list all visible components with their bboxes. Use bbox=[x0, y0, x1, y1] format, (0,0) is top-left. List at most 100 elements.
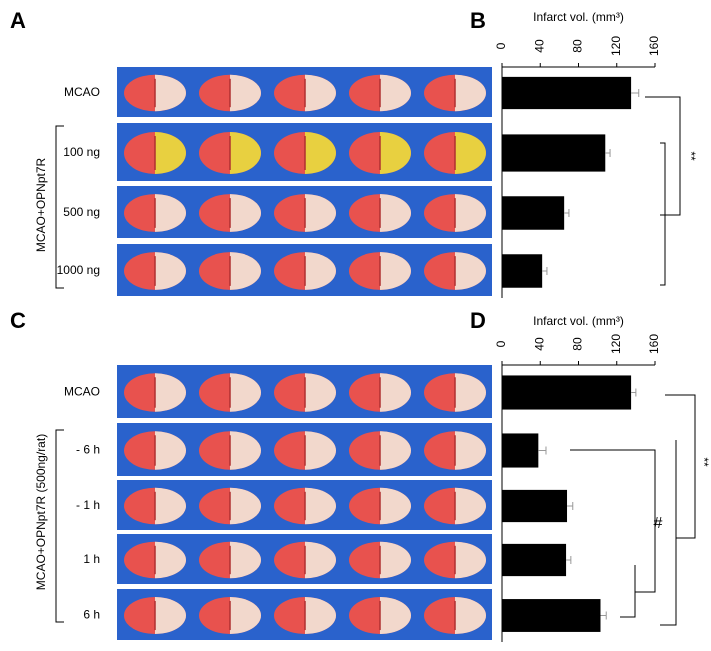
brain-slice bbox=[424, 74, 486, 112]
error-bar bbox=[566, 556, 572, 564]
error-bar bbox=[564, 209, 570, 217]
brain-slice bbox=[274, 373, 336, 412]
brain-slice bbox=[124, 431, 186, 470]
x-tick-label: 80 bbox=[571, 39, 585, 53]
x-tick-label: 160 bbox=[647, 36, 661, 56]
brain-slice bbox=[274, 252, 336, 290]
brain-slice bbox=[124, 194, 186, 232]
brain-slice bbox=[199, 487, 261, 525]
sig-mark: ** bbox=[684, 151, 698, 161]
brain-slice bbox=[124, 74, 186, 112]
bar bbox=[502, 489, 568, 523]
brain-slice bbox=[124, 252, 186, 290]
sig-bracket bbox=[660, 142, 666, 286]
group-label: MCAO+OPNpt7R (500ng/rat) bbox=[34, 434, 48, 590]
brain-slice bbox=[274, 74, 336, 112]
x-tick-label: 160 bbox=[647, 334, 661, 354]
brain-slice bbox=[274, 487, 337, 525]
panel-letter: A bbox=[10, 8, 26, 33]
category-label: MCAO bbox=[64, 85, 100, 99]
category-label: 1 h bbox=[83, 552, 100, 566]
sig-bracket bbox=[660, 440, 677, 626]
bar bbox=[502, 76, 632, 110]
error-bar bbox=[605, 149, 611, 157]
brain-slice bbox=[199, 132, 261, 174]
brain-slice bbox=[199, 194, 261, 232]
brain-slice bbox=[199, 252, 261, 290]
panel-letter: D bbox=[470, 308, 486, 333]
brain-slice bbox=[349, 487, 411, 525]
x-tick-label: 0 bbox=[494, 340, 508, 347]
brain-slice bbox=[349, 373, 411, 412]
sig-bracket bbox=[570, 449, 656, 593]
brain-slice bbox=[349, 74, 411, 112]
x-tick-label: 40 bbox=[532, 337, 546, 351]
brain-slice bbox=[424, 373, 486, 412]
brain-slice bbox=[274, 541, 337, 579]
brain-slice bbox=[274, 132, 336, 174]
error-bar bbox=[567, 502, 574, 510]
category-label: MCAO bbox=[64, 385, 100, 399]
brain-slice bbox=[199, 373, 261, 412]
error-bar bbox=[631, 388, 637, 397]
error-bar bbox=[631, 89, 640, 97]
panel-letter: B bbox=[470, 8, 486, 33]
group-label: MCAO+OPNpt7R bbox=[34, 157, 48, 252]
brain-slice bbox=[349, 431, 411, 470]
group-bracket bbox=[55, 429, 64, 623]
bar bbox=[502, 375, 632, 410]
sig-bracket bbox=[665, 394, 696, 539]
brain-slice bbox=[199, 596, 261, 635]
brain-slice bbox=[349, 132, 411, 174]
error-bar bbox=[600, 611, 607, 620]
brain-slice bbox=[274, 194, 336, 232]
x-axis-label: Infarct vol. (mm³) bbox=[533, 10, 624, 24]
panel-letter: C bbox=[10, 308, 26, 333]
brain-slice bbox=[424, 252, 486, 290]
brain-slice bbox=[124, 487, 187, 525]
brain-slice bbox=[124, 541, 187, 579]
brain-slice bbox=[274, 431, 336, 470]
brain-slice bbox=[349, 596, 411, 635]
brain-slice bbox=[349, 252, 411, 290]
bar bbox=[502, 599, 601, 632]
bar bbox=[502, 134, 606, 172]
category-label: 500 ng bbox=[63, 205, 100, 219]
group-bracket bbox=[55, 125, 64, 289]
x-tick-label: 0 bbox=[494, 42, 508, 49]
brain-slice bbox=[424, 194, 486, 232]
brain-slice bbox=[199, 541, 261, 579]
bar bbox=[502, 196, 565, 230]
sig-bracket bbox=[645, 96, 681, 216]
category-label: - 1 h bbox=[76, 498, 100, 512]
bar bbox=[502, 433, 539, 468]
brain-slice bbox=[199, 431, 261, 470]
brain-slice bbox=[274, 596, 336, 635]
error-bar bbox=[538, 446, 547, 455]
brain-slice bbox=[424, 431, 486, 470]
brain-slice bbox=[424, 596, 486, 635]
brain-slice bbox=[199, 74, 261, 112]
brain-slice bbox=[349, 541, 411, 579]
brain-slice bbox=[124, 132, 186, 174]
category-label: - 6 h bbox=[76, 443, 100, 457]
error-bar bbox=[542, 267, 548, 275]
category-label: 100 ng bbox=[63, 145, 100, 159]
category-label: 1000 ng bbox=[57, 263, 100, 277]
brain-slice bbox=[124, 373, 186, 412]
bar bbox=[502, 254, 543, 288]
x-tick-label: 120 bbox=[609, 334, 623, 354]
x-axis-label: Infarct vol. (mm³) bbox=[533, 314, 624, 328]
x-tick-label: 80 bbox=[571, 337, 585, 351]
brain-slice bbox=[424, 541, 486, 579]
sig-mark: ** bbox=[697, 457, 711, 467]
category-label: 6 h bbox=[83, 608, 100, 622]
brain-slice bbox=[349, 194, 411, 232]
bar bbox=[502, 543, 567, 577]
brain-slice bbox=[424, 132, 486, 174]
sig-mark: # bbox=[654, 515, 663, 532]
x-tick-label: 40 bbox=[532, 39, 546, 53]
brain-slice bbox=[424, 487, 486, 525]
x-tick-label: 120 bbox=[609, 36, 623, 56]
